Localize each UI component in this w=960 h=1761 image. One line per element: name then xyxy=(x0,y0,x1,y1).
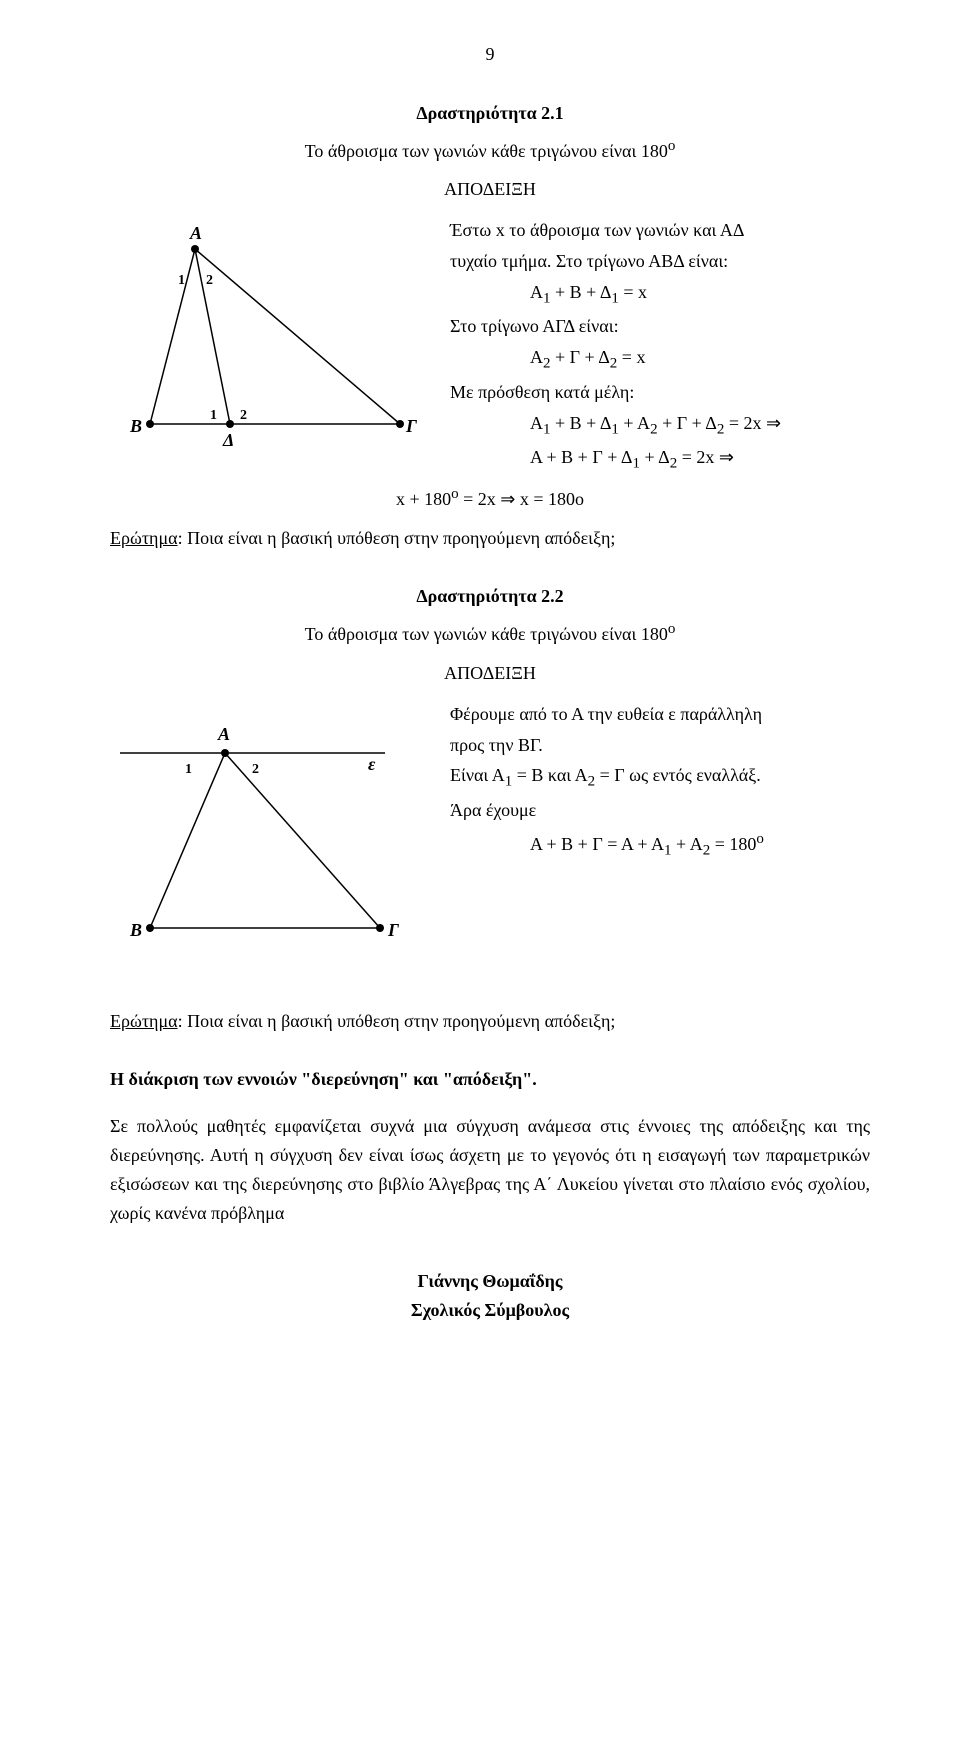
a2-l4: Άρα έχουμε xyxy=(450,796,870,825)
a1-l1: Έστω x το άθροισμα των γωνιών και ΑΔ xyxy=(450,216,870,245)
fig1-D2: 2 xyxy=(240,408,247,423)
activity2-sub-text: Το άθροισμα των γωνιών κάθε τριγώνου είν… xyxy=(305,624,668,644)
discussion-body: Σε πολλούς μαθητές εμφανίζεται συχνά μια… xyxy=(110,1112,870,1227)
triangle-abg-svg: Α Β Γ ε 1 2 xyxy=(110,698,420,958)
a2-l3c: = Γ ως εντός εναλλάξ. xyxy=(595,765,761,785)
activity2-heading: Δραστηριότητα 2.2 xyxy=(110,582,870,611)
activity1-figure: Α Β Γ Δ 1 2 1 2 xyxy=(110,214,420,463)
a1-question: Ερώτημα: Ποια είναι η βασική υπόθεση στη… xyxy=(110,524,870,553)
fig2-label-A: Α xyxy=(217,724,230,744)
discussion-heading: Η διάκριση των εννοιών "διερεύνηση" και … xyxy=(110,1065,870,1094)
a1-eq4-c: = 2x ⇒ xyxy=(677,447,734,467)
a1-l4: Με πρόσθεση κατά μέλη: xyxy=(450,378,870,407)
a1-q-rest: : Ποια είναι η βασική υπόθεση στην προηγ… xyxy=(178,528,616,548)
a1-eq1-mid: + Β + Δ xyxy=(551,282,612,302)
a1-eq3-a: Α xyxy=(530,413,543,433)
activity2-sub-sup: ο xyxy=(668,621,676,637)
a2-eq-sup: ο xyxy=(756,831,764,847)
a2-l3: Είναι Α1 = Β και Α2 = Γ ως εντός εναλλάξ… xyxy=(450,761,870,794)
a2-eq: Α + Β + Γ = Α + Α1 + Α2 = 180ο xyxy=(450,827,870,863)
a2-l2: προς την ΒΓ. xyxy=(450,731,870,760)
activity1-sub-sup: ο xyxy=(668,138,676,154)
a2-q-lead: Ερώτημα xyxy=(110,1011,178,1031)
fig1-A2: 2 xyxy=(206,273,213,288)
a1-eq4-a: Α + Β + Γ + Δ xyxy=(530,447,632,467)
page: 9 Δραστηριότητα 2.1 Το άθροισμα των γωνι… xyxy=(0,0,960,1761)
fig2-label-eps: ε xyxy=(368,754,376,774)
a1-eq2-mid: + Γ + Δ xyxy=(551,347,610,367)
a1-eq1: Α1 + Β + Δ1 = x xyxy=(450,278,870,311)
a2-question: Ερώτημα: Ποια είναι η βασική υπόθεση στη… xyxy=(110,1007,870,1036)
triangle-abgd-svg: Α Β Γ Δ 1 2 1 2 xyxy=(110,214,420,454)
activity1-heading: Δραστηριότητα 2.1 xyxy=(110,99,870,128)
a1-eq1-s1: 1 xyxy=(543,290,551,306)
fig2-label-B: Β xyxy=(129,920,142,940)
a1-eq3-e: = 2x ⇒ xyxy=(724,413,781,433)
a1-eq1-end: = x xyxy=(619,282,647,302)
a1-l3: Στο τρίγωνο ΑΓΔ είναι: xyxy=(450,312,870,341)
a1-eq3-c: + Α xyxy=(619,413,650,433)
a1-eq5-b: = 2x ⇒ x = 180ο xyxy=(459,489,584,509)
activity2-subheading: Το άθροισμα των γωνιών κάθε τριγώνου είν… xyxy=(110,617,870,649)
a1-eq3-s1: 1 xyxy=(543,421,551,437)
footer-name: Γιάννης Θωμαΐδης xyxy=(110,1267,870,1296)
fig1-A1: 1 xyxy=(178,273,185,288)
a2-l3s2: 2 xyxy=(588,774,596,790)
a1-eq2-pre: Α xyxy=(530,347,543,367)
fig2-A2: 2 xyxy=(252,762,259,777)
a1-l2: τυχαίο τμήμα. Στο τρίγωνο ΑΒΔ είναι: xyxy=(450,247,870,276)
fig1-label-G: Γ xyxy=(405,416,417,436)
fig1-D1: 1 xyxy=(210,408,217,423)
footer: Γιάννης Θωμαΐδης Σχολικός Σύμβουλος xyxy=(110,1267,870,1325)
fig2-label-G: Γ xyxy=(387,920,399,940)
a1-eq4: Α + Β + Γ + Δ1 + Δ2 = 2x ⇒ xyxy=(450,443,870,476)
activity2-textcol: Φέρουμε από το Α την ευθεία ε παράλληλη … xyxy=(450,698,870,865)
activity1-textcol: Έστω x το άθροισμα των γωνιών και ΑΔ τυχ… xyxy=(450,214,870,478)
activity2-row: Α Β Γ ε 1 2 Φέρουμε από το Α την ευθεία … xyxy=(110,698,870,967)
a1-eq2-s1: 2 xyxy=(543,356,551,372)
activity1-subheading: Το άθροισμα των γωνιών κάθε τριγώνου είν… xyxy=(110,134,870,166)
a2-l3a: Είναι Α xyxy=(450,765,505,785)
fig1-label-B: Β xyxy=(129,416,142,436)
activity1-row: Α Β Γ Δ 1 2 1 2 Έστω x το άθροισμα των γ… xyxy=(110,214,870,478)
a1-eq1-s2: 1 xyxy=(611,290,619,306)
a1-eq3-d: + Γ + Δ xyxy=(658,413,717,433)
activity2-figure: Α Β Γ ε 1 2 xyxy=(110,698,420,967)
activity1-proof-label: ΑΠΟΔΕΙΞΗ xyxy=(110,175,870,204)
fig1-label-D: Δ xyxy=(222,430,234,450)
a2-eq-a: Α + Β + Γ = Α + Α xyxy=(530,834,664,854)
a1-eq3-b: + Β + Δ xyxy=(551,413,612,433)
a1-eq2-end: = x xyxy=(617,347,645,367)
a1-eq4-s1: 1 xyxy=(632,456,640,472)
a2-eq-s1: 1 xyxy=(664,842,672,858)
a1-eq3-s3: 2 xyxy=(650,421,658,437)
a2-l1: Φέρουμε από το Α την ευθεία ε παράλληλη xyxy=(450,700,870,729)
a1-eq2: Α2 + Γ + Δ2 = x xyxy=(450,343,870,376)
a1-eq5: x + 180ο = 2x ⇒ x = 180ο xyxy=(110,482,870,514)
fig2-A1: 1 xyxy=(185,762,192,777)
activity2-proof-label: ΑΠΟΔΕΙΞΗ xyxy=(110,659,870,688)
a1-eq5-sup: ο xyxy=(451,486,459,502)
a1-eq4-b: + Δ xyxy=(640,447,670,467)
a1-eq5-a: x + 180 xyxy=(396,489,451,509)
a2-q-rest: : Ποια είναι η βασική υπόθεση στην προηγ… xyxy=(178,1011,616,1031)
activity1-sub-text: Το άθροισμα των γωνιών κάθε τριγώνου είν… xyxy=(305,141,668,161)
a2-l3b: = Β και Α xyxy=(512,765,587,785)
footer-role: Σχολικός Σύμβουλος xyxy=(110,1296,870,1325)
a2-eq-b: + Α xyxy=(672,834,703,854)
a1-eq3: Α1 + Β + Δ1 + Α2 + Γ + Δ2 = 2x ⇒ xyxy=(450,409,870,442)
a2-eq-c: = 180 xyxy=(710,834,756,854)
page-number: 9 xyxy=(110,40,870,69)
fig1-label-A: Α xyxy=(189,223,202,243)
a1-eq3-s2: 1 xyxy=(611,421,619,437)
a1-q-lead: Ερώτημα xyxy=(110,528,178,548)
a1-eq1-pre: Α xyxy=(530,282,543,302)
